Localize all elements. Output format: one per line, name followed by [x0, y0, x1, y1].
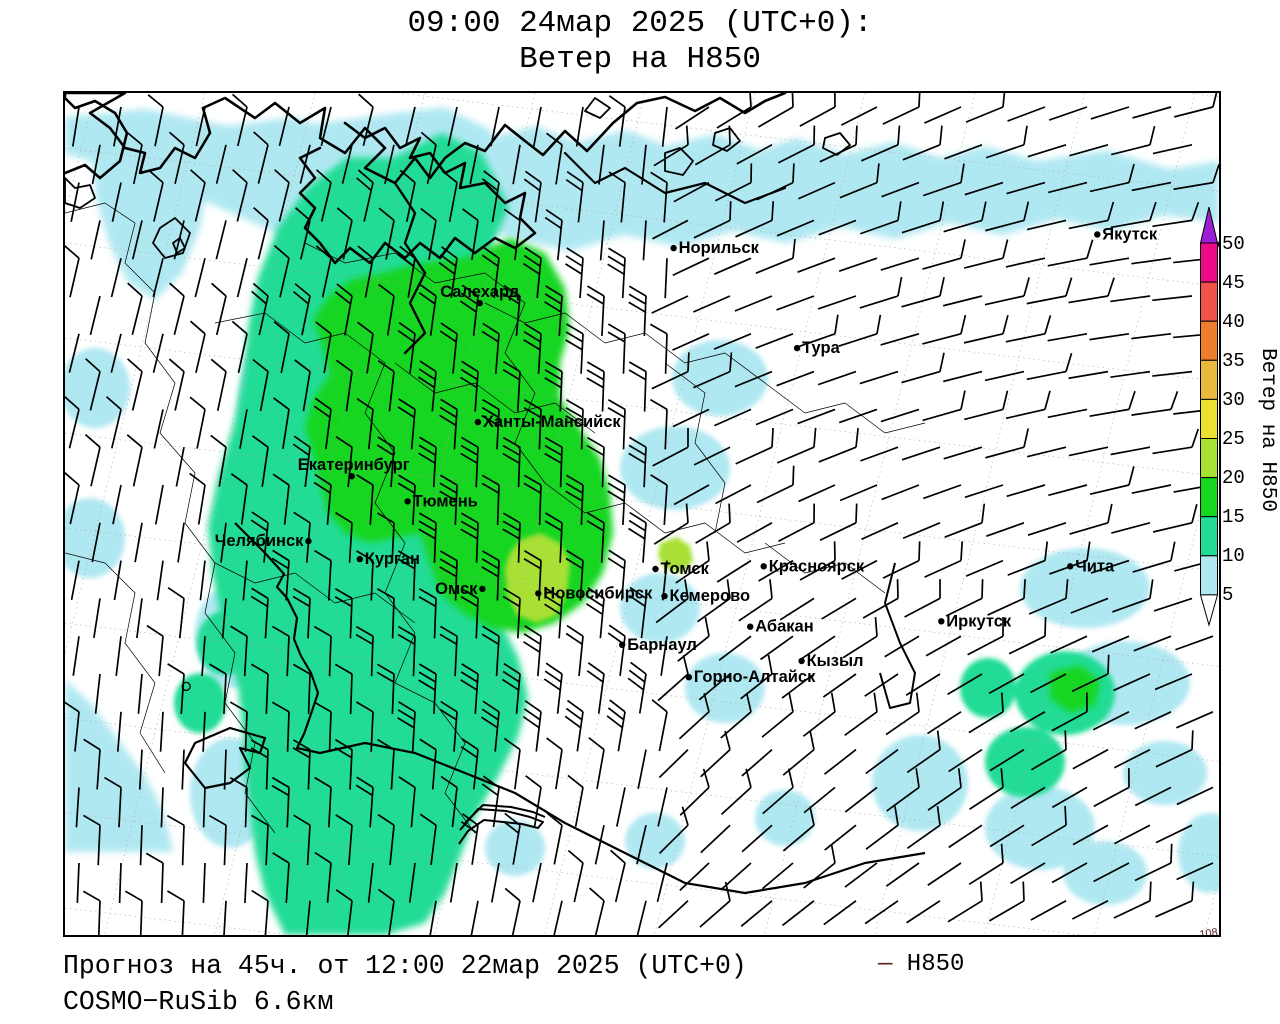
svg-text:30: 30: [1222, 389, 1245, 411]
svg-text:Курган: Курган: [365, 550, 420, 568]
svg-text:Норильск: Норильск: [679, 239, 760, 257]
svg-text:Омск: Омск: [435, 580, 478, 598]
svg-text:Тура: Тура: [802, 339, 840, 357]
svg-text:40: 40: [1222, 311, 1245, 333]
svg-text:Кызыл: Кызыл: [807, 652, 864, 670]
svg-text:50: 50: [1222, 233, 1245, 255]
svg-text:Барнаул: Барнаул: [627, 636, 697, 654]
svg-text:10: 10: [1222, 545, 1245, 567]
svg-text:25: 25: [1222, 428, 1245, 450]
svg-text:Томск: Томск: [661, 560, 710, 578]
svg-text:Тюмень: Тюмень: [413, 492, 478, 510]
svg-text:Горно-Алтайск: Горно-Алтайск: [694, 668, 816, 686]
svg-text:Новосибирск: Новосибирск: [543, 584, 653, 602]
svg-text:35: 35: [1222, 350, 1245, 372]
svg-text:Абакан: Абакан: [755, 618, 813, 636]
svg-text:Челябинск: Челябинск: [215, 532, 304, 550]
svg-text:Кемерово: Кемерово: [670, 587, 751, 605]
svg-text:45: 45: [1222, 272, 1245, 294]
svg-text:Чита: Чита: [1075, 557, 1115, 575]
svg-text:Салехард: Салехард: [440, 283, 520, 301]
svg-text:Ветер на Н850: Ветер на Н850: [1256, 348, 1279, 512]
svg-text:108: 108: [1199, 927, 1219, 935]
svg-text:Якутск: Якутск: [1102, 226, 1158, 244]
svg-text:Иркутск: Иркутск: [946, 612, 1012, 630]
svg-text:5: 5: [1222, 584, 1233, 606]
svg-text:Красноярск: Красноярск: [769, 557, 865, 575]
svg-text:Ханты-Мансийск: Ханты-Мансийск: [483, 413, 622, 431]
svg-text:20: 20: [1222, 467, 1245, 489]
svg-text:15: 15: [1222, 506, 1245, 528]
svg-text:Екатеринбург: Екатеринбург: [298, 456, 410, 474]
